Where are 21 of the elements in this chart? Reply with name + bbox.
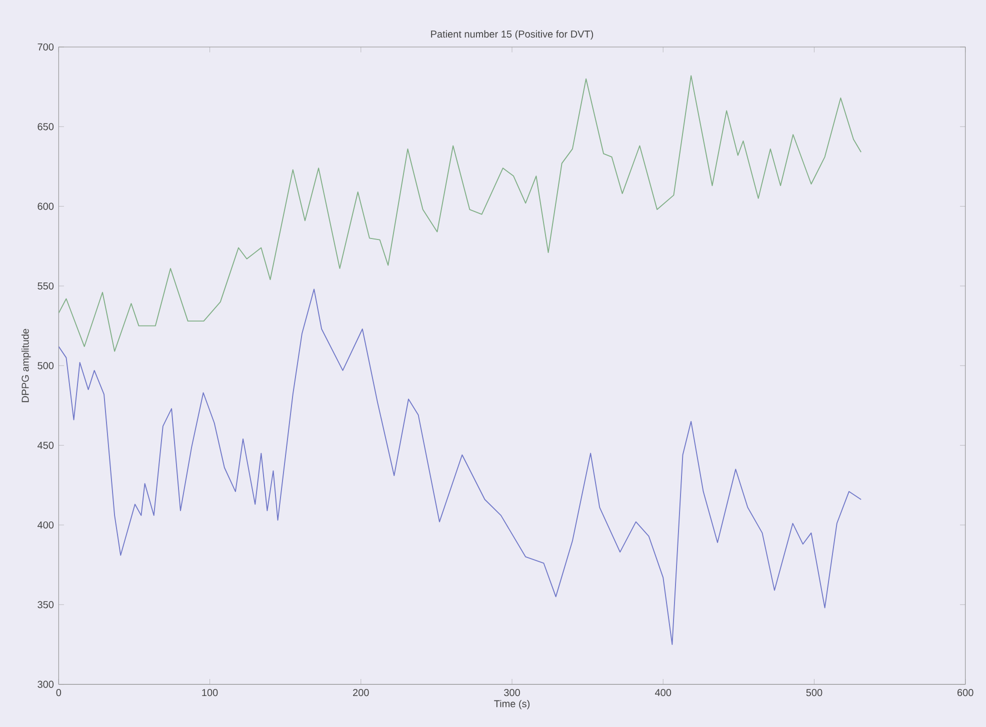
x-tick-label: 400 (655, 689, 672, 696)
y-axis-title: DPPG amplitude (21, 328, 31, 402)
y-tick-label: 500 (38, 362, 54, 370)
y-tick-label: 300 (38, 680, 54, 688)
x-tick-label: 500 (806, 689, 822, 696)
x-tick-label: 100 (202, 689, 218, 696)
y-tick-label: 350 (38, 601, 54, 608)
x-tick-label: 600 (957, 689, 974, 696)
y-tick-label: 600 (38, 202, 54, 210)
y-tick-label: 650 (38, 123, 54, 130)
y-tick-label: 400 (38, 521, 54, 529)
line-series (58, 75, 862, 352)
y-tick-label: 450 (38, 442, 54, 449)
x-tick-label: 200 (353, 689, 369, 696)
y-tick-label: 700 (38, 43, 54, 51)
x-tick-label: 0 (56, 689, 62, 696)
y-tick-label: 550 (38, 282, 54, 290)
x-axis-title: Time (s) (494, 700, 530, 710)
chart-title: Patient number 15 (Positive for DVT) (431, 30, 594, 40)
line-series (58, 288, 862, 645)
x-tick-label: 300 (504, 689, 520, 696)
